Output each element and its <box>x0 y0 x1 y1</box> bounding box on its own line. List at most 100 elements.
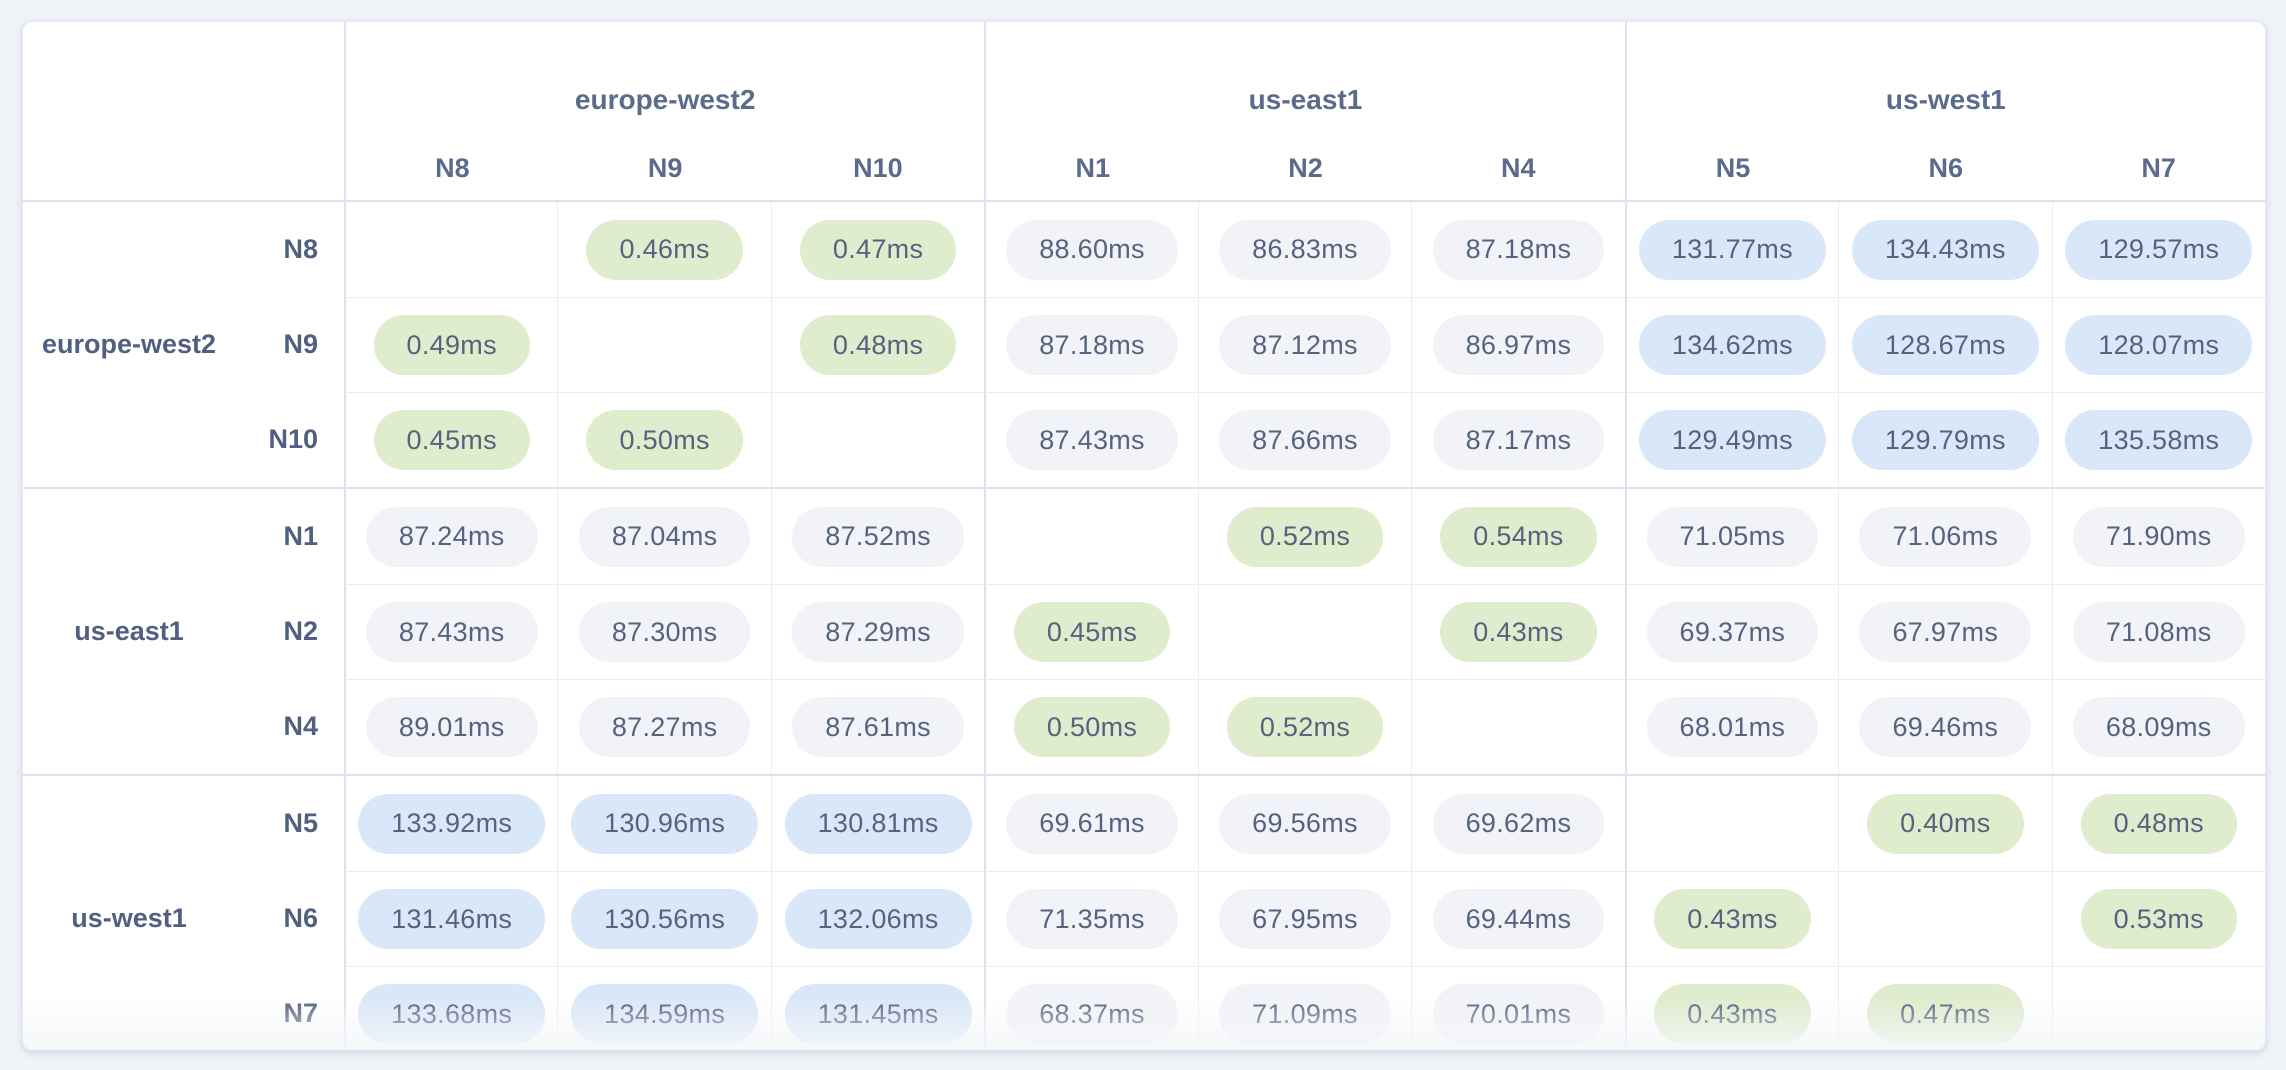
latency-pill[interactable]: 133.68ms <box>358 984 546 1044</box>
latency-pill[interactable]: 131.46ms <box>358 889 546 949</box>
latency-pill[interactable]: 128.07ms <box>2065 315 2253 375</box>
column-node-label: N9 <box>647 152 683 183</box>
latency-pill[interactable]: 128.67ms <box>1851 315 2039 375</box>
row-node-label: N10 <box>268 424 318 454</box>
latency-pill[interactable]: 87.29ms <box>792 602 964 662</box>
column-group-region-label: europe-west2 <box>574 84 756 115</box>
latency-pill[interactable]: 71.90ms <box>2072 506 2245 567</box>
latency-pill[interactable]: 0.45ms <box>1013 602 1171 662</box>
latency-pill[interactable]: 87.43ms <box>1006 410 1178 470</box>
latency-pill[interactable]: 131.77ms <box>1638 219 1826 280</box>
column-nodes-row: N8 N9 N10 <box>346 136 984 200</box>
latency-pill[interactable]: 130.81ms <box>784 793 972 854</box>
matrix-body: europe-west2 N8 0.46ms 0.47ms 88.60ms 86.83ms… <box>23 202 2265 1050</box>
latency-pill[interactable]: 68.09ms <box>2072 697 2245 757</box>
latency-cell: 68.01ms <box>1624 679 1839 774</box>
latency-pill[interactable]: 69.46ms <box>1859 697 2032 757</box>
latency-pill[interactable]: 87.17ms <box>1432 410 1605 470</box>
latency-pill[interactable]: 131.45ms <box>784 984 972 1044</box>
latency-pill[interactable]: 0.50ms <box>586 410 743 470</box>
latency-pill[interactable]: 134.59ms <box>571 984 759 1044</box>
latency-pill[interactable]: 133.92ms <box>358 793 546 854</box>
latency-cell: 87.04ms <box>557 489 770 584</box>
latency-pill[interactable]: 87.30ms <box>578 602 751 662</box>
row-node-label: N8 <box>283 234 318 264</box>
latency-pill[interactable]: 71.08ms <box>2072 602 2245 662</box>
latency-pill[interactable]: 87.04ms <box>578 506 751 567</box>
latency-pill[interactable]: 0.54ms <box>1440 506 1597 567</box>
latency-pill[interactable]: 69.37ms <box>1646 602 1819 662</box>
latency-pill[interactable]: 68.01ms <box>1646 697 1819 757</box>
latency-pill[interactable]: 87.24ms <box>365 506 538 567</box>
latency-pill[interactable]: 87.52ms <box>792 506 964 567</box>
row-node-label: N2 <box>283 616 318 646</box>
latency-cell-self <box>344 202 557 297</box>
latency-pill[interactable]: 87.18ms <box>1006 315 1178 375</box>
latency-pill[interactable]: 87.66ms <box>1219 410 1391 470</box>
latency-pill[interactable]: 71.05ms <box>1646 506 1819 567</box>
latency-pill[interactable]: 0.47ms <box>799 219 957 280</box>
latency-pill[interactable]: 69.56ms <box>1219 793 1391 854</box>
latency-pill[interactable]: 129.49ms <box>1638 410 1826 470</box>
latency-pill[interactable]: 0.48ms <box>799 315 957 375</box>
latency-pill[interactable]: 129.79ms <box>1851 410 2039 470</box>
latency-cell: 87.29ms <box>770 584 985 679</box>
latency-pill[interactable]: 86.83ms <box>1219 219 1391 280</box>
latency-pill[interactable]: 87.27ms <box>578 697 751 757</box>
latency-pill[interactable]: 87.12ms <box>1219 315 1391 375</box>
latency-pill[interactable]: 134.62ms <box>1638 315 1826 375</box>
latency-pill[interactable]: 87.61ms <box>792 697 964 757</box>
latency-pill[interactable]: 69.62ms <box>1432 793 1605 854</box>
latency-cell: 88.60ms <box>984 202 1197 297</box>
latency-pill[interactable]: 130.56ms <box>571 889 759 949</box>
latency-pill[interactable]: 129.57ms <box>2065 219 2253 280</box>
latency-pill[interactable]: 67.97ms <box>1859 602 2032 662</box>
latency-pill[interactable]: 0.47ms <box>1867 984 2024 1044</box>
latency-pill[interactable]: 88.60ms <box>1006 219 1178 280</box>
latency-cell: 69.37ms <box>1624 584 1839 679</box>
latency-pill[interactable]: 0.46ms <box>586 219 743 280</box>
latency-pill[interactable]: 86.97ms <box>1432 315 1605 375</box>
latency-pill[interactable]: 69.44ms <box>1432 889 1605 949</box>
latency-cell: 68.37ms <box>984 966 1198 1050</box>
latency-pill[interactable]: 87.43ms <box>365 602 538 662</box>
latency-pill[interactable]: 0.43ms <box>1654 889 1811 949</box>
latency-pill[interactable]: 132.06ms <box>784 889 972 949</box>
latency-pill[interactable]: 68.37ms <box>1006 984 1178 1044</box>
latency-cell-self <box>1624 776 1838 871</box>
latency-cell: 87.43ms <box>344 584 558 679</box>
latency-cell: 0.50ms <box>984 679 1198 774</box>
latency-pill[interactable]: 87.18ms <box>1432 219 1605 280</box>
latency-cell: 129.57ms <box>2051 202 2265 297</box>
latency-pill[interactable]: 71.06ms <box>1859 506 2032 567</box>
latency-pill[interactable]: 0.43ms <box>1440 602 1597 662</box>
column-group-region-label: us-east1 <box>1248 84 1363 115</box>
latency-cell: 134.62ms <box>1624 297 1839 392</box>
latency-pill[interactable]: 71.35ms <box>1006 889 1178 949</box>
latency-pill[interactable]: 0.49ms <box>373 315 530 375</box>
latency-pill[interactable]: 89.01ms <box>365 697 538 757</box>
latency-cell: 0.46ms <box>557 202 770 297</box>
latency-pill[interactable]: 69.61ms <box>1006 793 1178 854</box>
latency-pill[interactable]: 0.43ms <box>1654 984 1811 1044</box>
column-group-header: us-east1 N1 N2 N4 <box>984 22 1624 200</box>
latency-pill[interactable]: 0.48ms <box>2080 793 2237 854</box>
latency-pill[interactable]: 67.95ms <box>1219 889 1391 949</box>
matrix-corner-cell <box>23 22 344 200</box>
latency-pill[interactable]: 0.40ms <box>1867 793 2024 854</box>
latency-pill[interactable]: 70.01ms <box>1432 984 1605 1044</box>
latency-pill[interactable]: 0.52ms <box>1226 697 1384 757</box>
latency-cell: 133.68ms <box>344 966 558 1050</box>
latency-pill[interactable]: 0.50ms <box>1013 697 1171 757</box>
latency-cell: 0.47ms <box>1838 966 2052 1050</box>
latency-pill[interactable]: 0.53ms <box>2080 889 2237 949</box>
latency-pill[interactable]: 71.09ms <box>1219 984 1391 1044</box>
latency-cell: 0.48ms <box>2051 776 2265 871</box>
latency-pill[interactable]: 134.43ms <box>1851 219 2039 280</box>
latency-pill[interactable]: 0.52ms <box>1226 506 1384 567</box>
latency-pill[interactable]: 130.96ms <box>571 793 759 854</box>
column-node-label: N8 <box>435 152 470 183</box>
row-node-label: N7 <box>283 998 318 1028</box>
latency-pill[interactable]: 135.58ms <box>2065 410 2253 470</box>
latency-pill[interactable]: 0.45ms <box>373 410 530 470</box>
